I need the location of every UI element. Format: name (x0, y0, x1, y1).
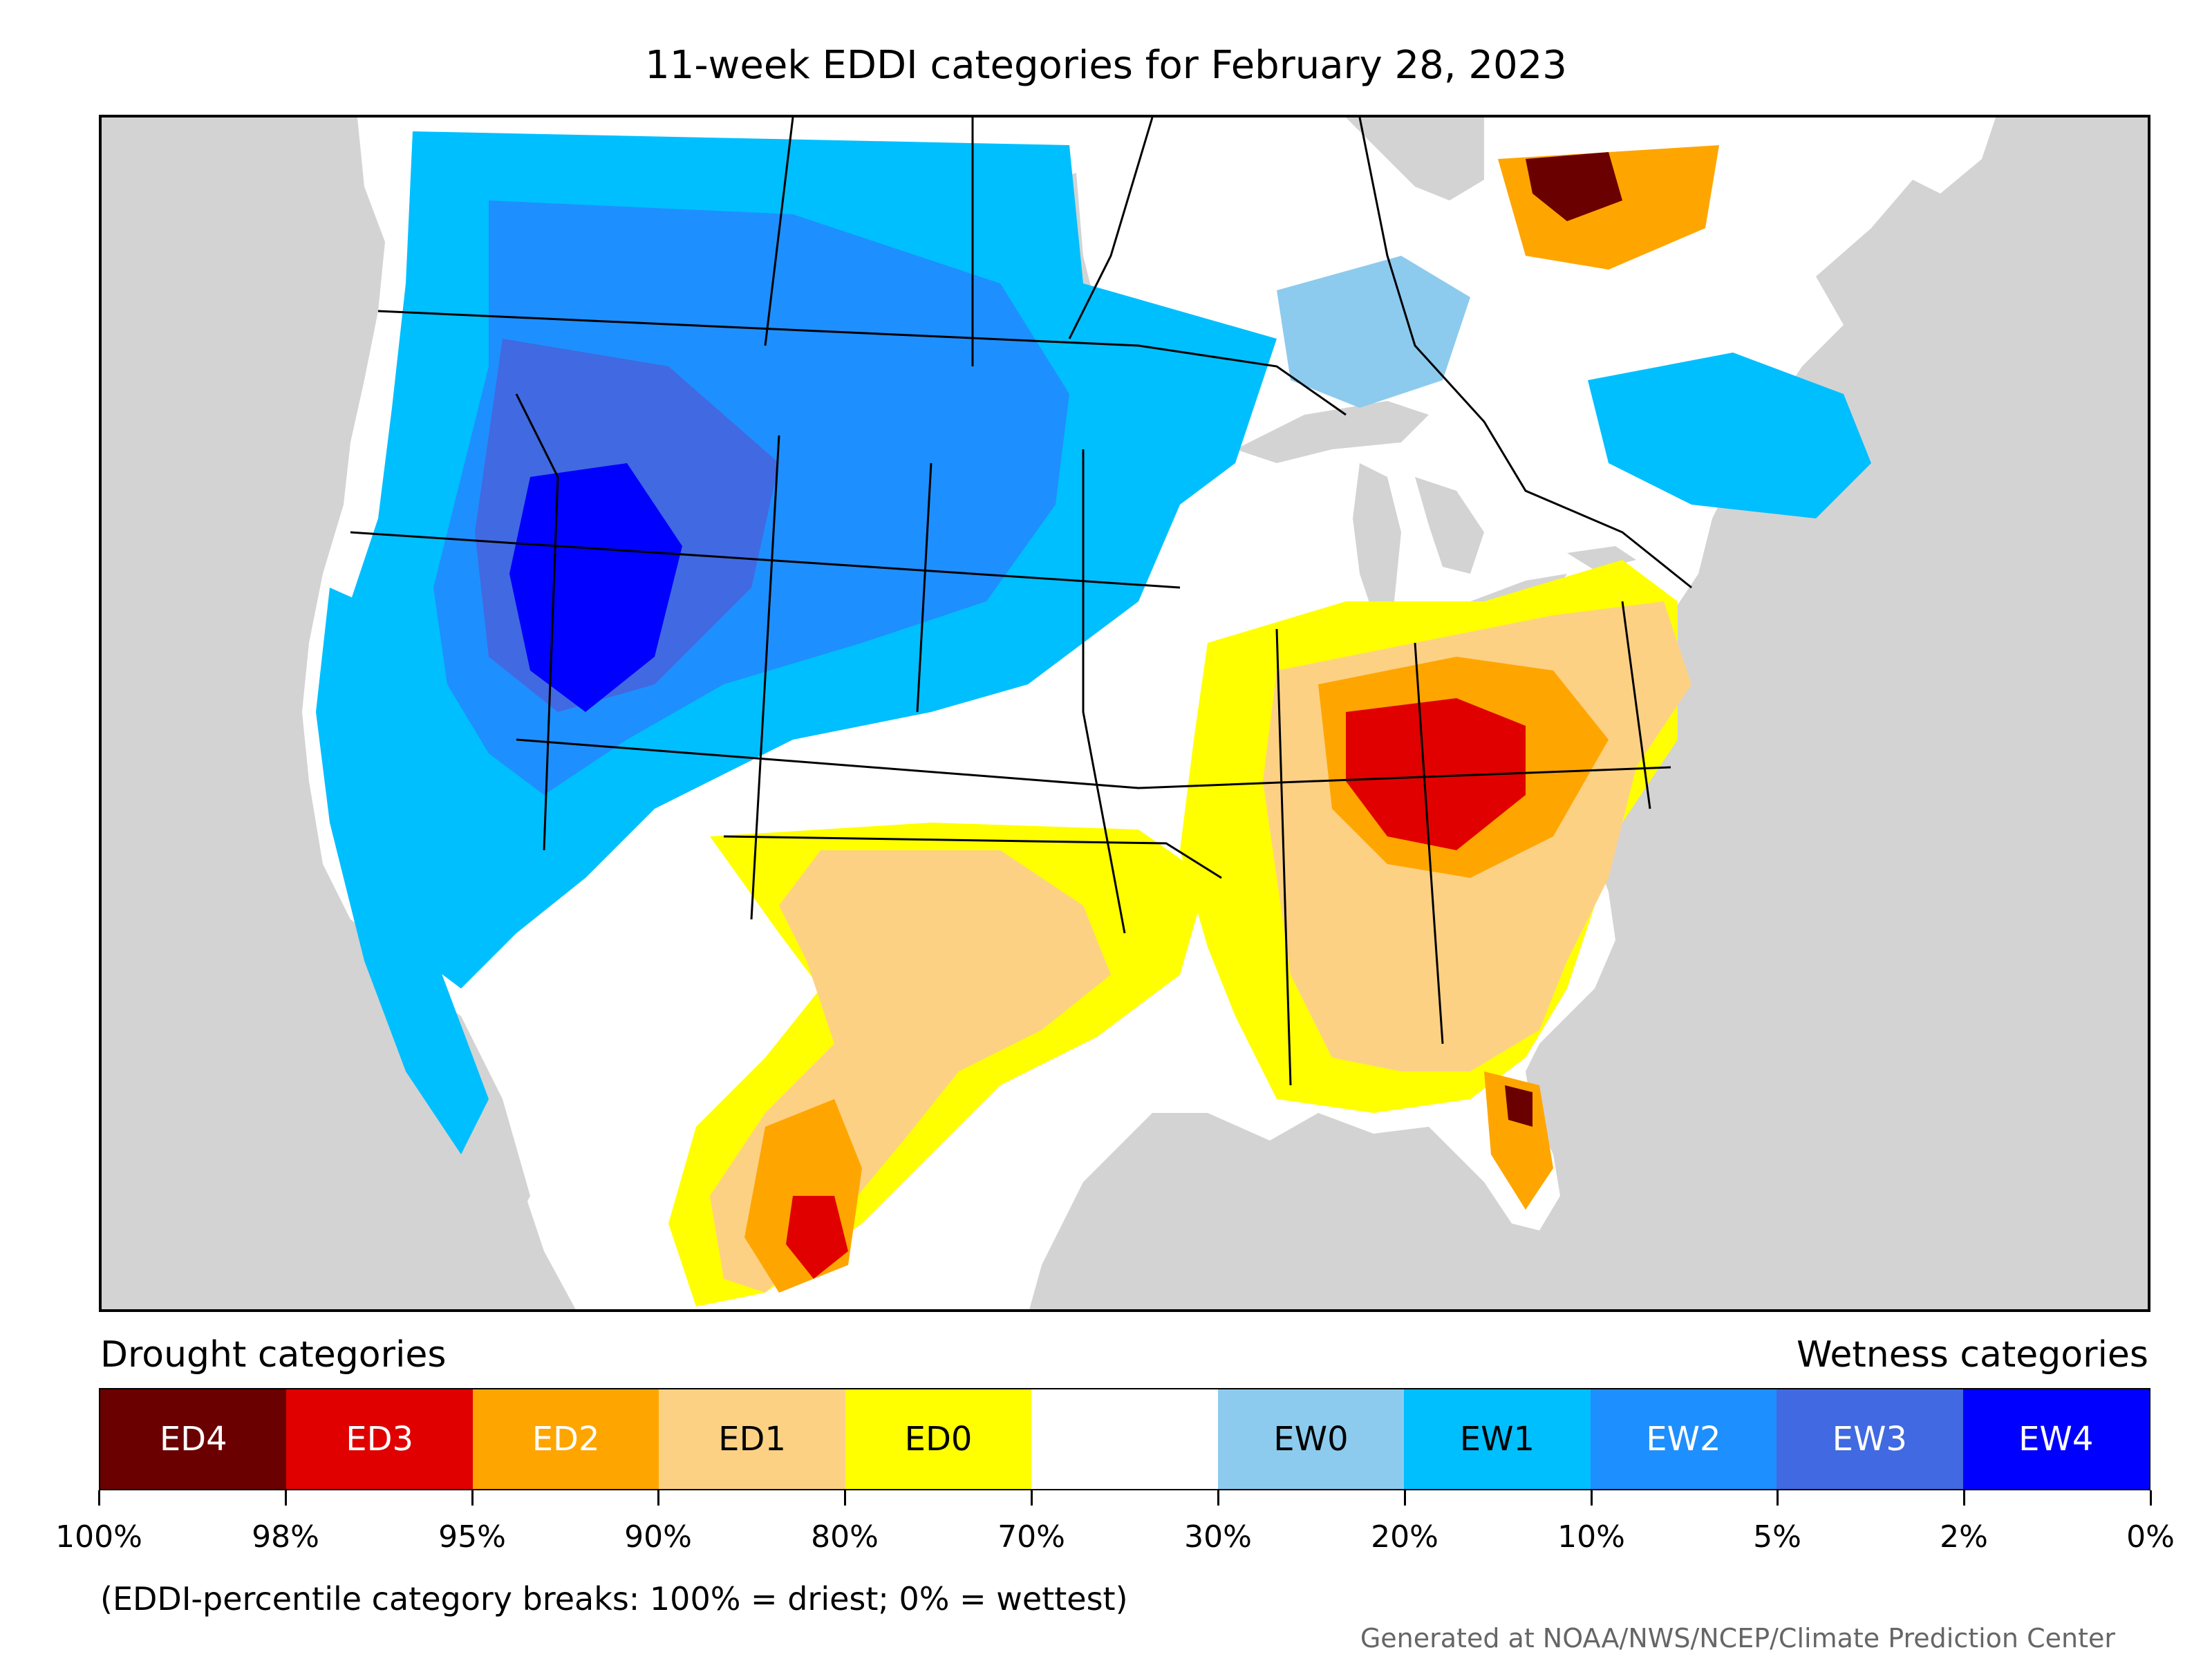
lake-michigan (1353, 463, 1401, 615)
legend-tick-label: 98% (252, 1519, 319, 1555)
ew4-region-great-basin (509, 463, 682, 712)
credit-line: Generated at NOAA/NWS/NCEP/Climate Predi… (1360, 1623, 2115, 1653)
legend-tick-label: 5% (1753, 1519, 1801, 1555)
legend-tick (1591, 1490, 1593, 1506)
legend-segment-ed1: ED1 (659, 1389, 845, 1489)
ed4-region-quebec (1526, 152, 1622, 221)
legend-tick (1031, 1490, 1033, 1506)
ew1-region-quebec (1588, 353, 1871, 518)
map-title: 11-week EDDI categories for February 28,… (645, 43, 1567, 88)
legend-colorbar: ED4 ED3 ED2 ED1 ED0 EW0 EW1 EW2 EW3 EW4 (99, 1388, 2150, 1490)
legend-segment-ew4: EW4 (1962, 1389, 2149, 1489)
legend-segment-ew0: EW0 (1217, 1389, 1405, 1489)
ed3-region-ohio-valley (1346, 698, 1526, 850)
legend-tick (285, 1490, 287, 1506)
legend-segment-ed4: ED4 (100, 1389, 287, 1489)
legend-tick (844, 1490, 846, 1506)
legend-segment-ew2: EW2 (1590, 1389, 1777, 1489)
ed4-region-florida (1505, 1085, 1533, 1127)
legend-tick (1404, 1490, 1406, 1506)
ed2-region-florida (1484, 1071, 1553, 1210)
legend-tick (471, 1490, 474, 1506)
legend-tick (657, 1490, 659, 1506)
legend-tick-label: 10% (1557, 1519, 1625, 1555)
lake-superior (1235, 401, 1429, 463)
legend-note: (EDDI-percentile category breaks: 100% =… (100, 1580, 1128, 1618)
wetness-categories-header: Wetness categories (1797, 1334, 2148, 1376)
legend-segment-ed2: ED2 (472, 1389, 659, 1489)
legend-segment-ed0: ED0 (845, 1389, 1032, 1489)
legend-tick-label: 100% (55, 1519, 142, 1555)
legend-tick-label: 80% (811, 1519, 879, 1555)
legend-segment-ed3: ED3 (286, 1389, 473, 1489)
legend-tick-label: 0% (2126, 1519, 2175, 1555)
ew0-region-east-canada (1277, 256, 1470, 408)
legend-tick (2150, 1490, 2152, 1506)
drought-categories-header: Drought categories (100, 1334, 447, 1376)
lake-huron (1415, 477, 1484, 574)
eddi-map (99, 115, 2150, 1312)
boundary-lines (350, 118, 1692, 1086)
legend-tick-label: 20% (1371, 1519, 1438, 1555)
eddi-map-canvas (102, 118, 2148, 1309)
legend-segment-ew1: EW1 (1404, 1389, 1591, 1489)
ew1-region-california (316, 588, 489, 1154)
legend-tick (1217, 1490, 1219, 1506)
ed3-region-mexico (786, 1196, 848, 1279)
legend-segment-normal (1031, 1389, 1218, 1489)
legend-tick (1963, 1490, 1965, 1506)
legend-tick (98, 1490, 100, 1506)
legend-tick-label: 95% (438, 1519, 506, 1555)
hudson-bay-edge (1346, 118, 1484, 200)
legend-segment-ew3: EW3 (1777, 1389, 1963, 1489)
legend-tick-label: 70% (997, 1519, 1065, 1555)
legend-tick-label: 2% (1940, 1519, 1988, 1555)
legend-tick (1777, 1490, 1779, 1506)
legend-tick-label: 90% (624, 1519, 692, 1555)
legend-tick-label: 30% (1184, 1519, 1252, 1555)
